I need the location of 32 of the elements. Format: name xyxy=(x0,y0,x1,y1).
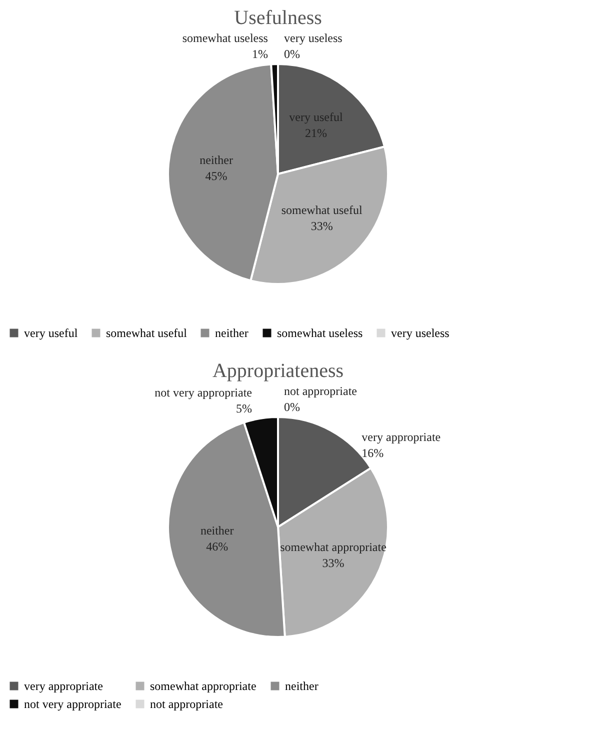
data-label: 5% xyxy=(236,402,252,416)
data-label: 33% xyxy=(310,218,333,233)
slice-label: somewhat useful xyxy=(281,202,363,217)
legend-label: neither xyxy=(215,326,248,340)
legend-label: not appropriate xyxy=(150,697,223,711)
slice-label: very useful xyxy=(289,110,344,124)
data-label: 45% xyxy=(205,169,228,184)
slice-label: very appropriate xyxy=(362,430,441,444)
text: 0% xyxy=(284,400,300,414)
legend-label: somewhat useless xyxy=(277,326,363,340)
data-label: 46% xyxy=(206,540,228,554)
legend-label: not very appropriate xyxy=(24,697,122,711)
legend-label: very useful xyxy=(24,326,78,340)
data-label: 21% xyxy=(305,126,327,140)
chart-title: Appropriateness xyxy=(212,360,344,382)
chart-title: Usefulness xyxy=(234,7,322,29)
legend-label: very useless xyxy=(391,326,450,340)
text: 0% xyxy=(284,47,300,61)
data-label: 33% xyxy=(322,556,344,570)
legend-label: very appropriate xyxy=(24,679,103,693)
data-label: 1% xyxy=(252,47,268,62)
slice-label: somewhat useless xyxy=(182,31,268,46)
data-label: 16% xyxy=(362,446,384,460)
category-label: very useless xyxy=(284,31,342,45)
category-label: not appropriate xyxy=(284,384,357,398)
legend-label: neither xyxy=(285,679,318,693)
legend-label: somewhat useful xyxy=(106,326,188,340)
slice-label: not very appropriate xyxy=(154,386,252,400)
slice-label: somewhat appropriate xyxy=(280,540,386,554)
slice-label: neither xyxy=(200,153,233,168)
slice-label: neither xyxy=(200,524,234,538)
legend-label: somewhat appropriate xyxy=(150,679,256,693)
